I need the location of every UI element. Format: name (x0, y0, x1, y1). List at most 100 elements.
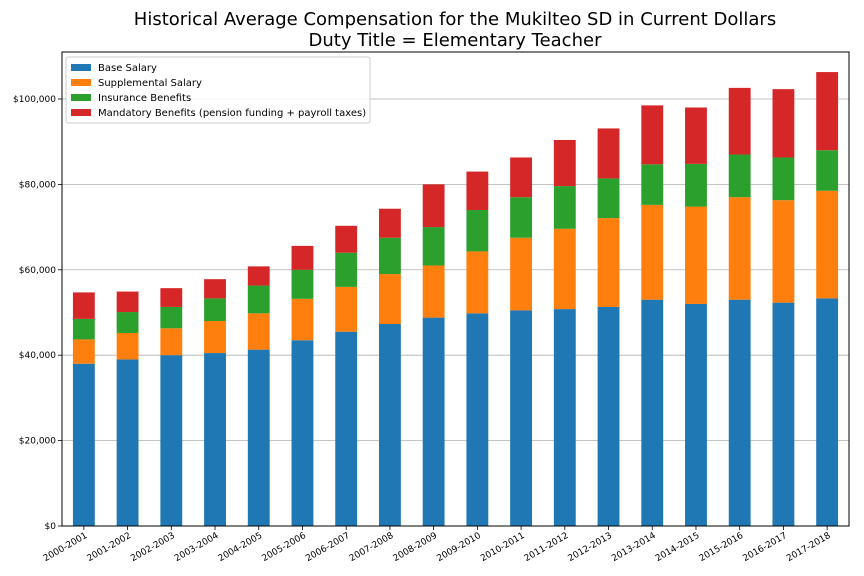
y-tick-label: $100,000 (13, 95, 56, 105)
bar-segment-mandatory (291, 245, 314, 270)
bar-segment-insurance (466, 210, 489, 252)
bar-segment-supplemental (553, 228, 576, 310)
bar-segment-mandatory (553, 139, 576, 187)
x-tick-label: 2006-2007 (304, 531, 351, 564)
bar-segment-supplemental (247, 313, 270, 350)
legend-label: Insurance Benefits (98, 93, 191, 104)
bar-segment-mandatory (116, 291, 139, 313)
x-tick-label: 2014-2015 (654, 531, 701, 564)
y-tick-label: $60,000 (19, 266, 56, 276)
bar-segment-supplemental (291, 298, 314, 341)
bar-segment-supplemental (772, 200, 795, 303)
x-tick-label: 2004-2005 (217, 531, 264, 564)
bar-segment-base (641, 299, 664, 526)
bar-segment-base (247, 349, 270, 526)
bar-segment-insurance (422, 227, 445, 266)
bar-segment-base (466, 313, 489, 526)
bar-segment-base (816, 298, 839, 526)
y-tick-label: $40,000 (19, 351, 56, 361)
legend-swatch (71, 109, 91, 116)
bar-segment-base (510, 310, 533, 526)
x-tick-label: 2009-2010 (435, 531, 483, 564)
bar-segment-mandatory (772, 89, 795, 158)
x-tick-label: 2017-2018 (785, 531, 833, 564)
bar-segment-mandatory (685, 107, 707, 164)
legend-label: Mandatory Benefits (pension funding + pa… (98, 108, 366, 119)
bar-segment-base (772, 302, 795, 526)
bar-segment-supplemental (378, 274, 401, 325)
bar-segment-insurance (160, 306, 183, 329)
x-tick-label: 2013-2014 (610, 531, 658, 564)
bar-segment-supplemental (816, 190, 839, 299)
legend-swatch (71, 94, 91, 101)
x-tick-label: 2003-2004 (173, 531, 221, 564)
bar-segment-supplemental (204, 321, 226, 354)
x-tick-label: 2010-2011 (479, 531, 526, 564)
bar-segment-insurance (597, 178, 620, 219)
x-tick-label: 2000-2001 (42, 531, 89, 564)
bar-segment-insurance (247, 285, 270, 314)
chart-subtitle: Duty Title = Elementary Teacher (309, 30, 603, 51)
x-tick-label: 2002-2003 (129, 531, 176, 564)
bar-segment-base (204, 353, 226, 526)
bar-segment-supplemental (160, 328, 183, 356)
bar-segment-mandatory (378, 208, 401, 238)
bar-segment-mandatory (641, 105, 664, 165)
bar-segment-mandatory (72, 292, 95, 319)
bar-segment-supplemental (422, 265, 445, 318)
bar-segment-insurance (772, 157, 795, 201)
x-tick-label: 2001-2002 (86, 531, 133, 564)
legend-box (65, 56, 371, 124)
y-tick-label: $80,000 (19, 180, 56, 190)
bar-segment-insurance (116, 312, 139, 333)
bar-segment-mandatory (728, 87, 751, 155)
bar-segment-base (728, 299, 751, 526)
bar-segment-mandatory (335, 225, 358, 253)
bar-segment-supplemental (116, 332, 139, 360)
chart-title: Historical Average Compensation for the … (134, 9, 776, 30)
bar-segment-mandatory (816, 72, 839, 151)
legend-label: Base Salary (98, 63, 157, 74)
bar-segment-base (116, 359, 139, 526)
x-tick-label: 2015-2016 (698, 531, 746, 564)
x-axis: 2000-20012001-20022002-20032003-20042004… (42, 526, 833, 564)
bar-segment-base (291, 340, 314, 526)
bar-segment-base (597, 306, 620, 526)
x-tick-label: 2011-2012 (523, 531, 570, 564)
bar-segment-insurance (553, 186, 576, 229)
bar-segment-base (160, 355, 183, 526)
bar-segment-insurance (291, 269, 314, 299)
bar-segment-supplemental (335, 286, 358, 332)
bar-segment-base (553, 309, 576, 526)
bar-segment-supplemental (466, 251, 489, 314)
bar-segment-supplemental (510, 237, 533, 311)
bar-segment-base (685, 303, 707, 526)
y-axis: $0 $20,000 $40,000 $60,000 $80,000 $100,000 (13, 95, 62, 532)
bar-segment-insurance (816, 150, 839, 191)
bars (72, 72, 839, 526)
bar-segment-mandatory (510, 157, 533, 198)
y-tick-label: $20,000 (19, 437, 56, 447)
bar-segment-mandatory (597, 128, 620, 179)
bar-segment-base (72, 363, 95, 526)
bar-segment-base (335, 331, 358, 526)
bar-segment-insurance (685, 163, 707, 207)
bar-segment-base (378, 324, 401, 526)
legend-swatch (71, 79, 91, 86)
bar-segment-insurance (510, 197, 533, 238)
bar-segment-insurance (335, 252, 358, 287)
bar-segment-mandatory (204, 279, 226, 299)
x-tick-label: 2016-2017 (741, 531, 788, 564)
bar-segment-insurance (641, 164, 664, 205)
bar-segment-mandatory (422, 184, 445, 228)
bar-segment-supplemental (641, 204, 664, 300)
bar-segment-insurance (72, 318, 95, 340)
x-tick-label: 2007-2008 (348, 531, 396, 564)
bar-segment-mandatory (466, 171, 489, 210)
bar-segment-supplemental (728, 197, 751, 300)
bar-segment-supplemental (72, 339, 95, 364)
bar-segment-mandatory (247, 266, 270, 286)
bar-segment-base (422, 317, 445, 526)
